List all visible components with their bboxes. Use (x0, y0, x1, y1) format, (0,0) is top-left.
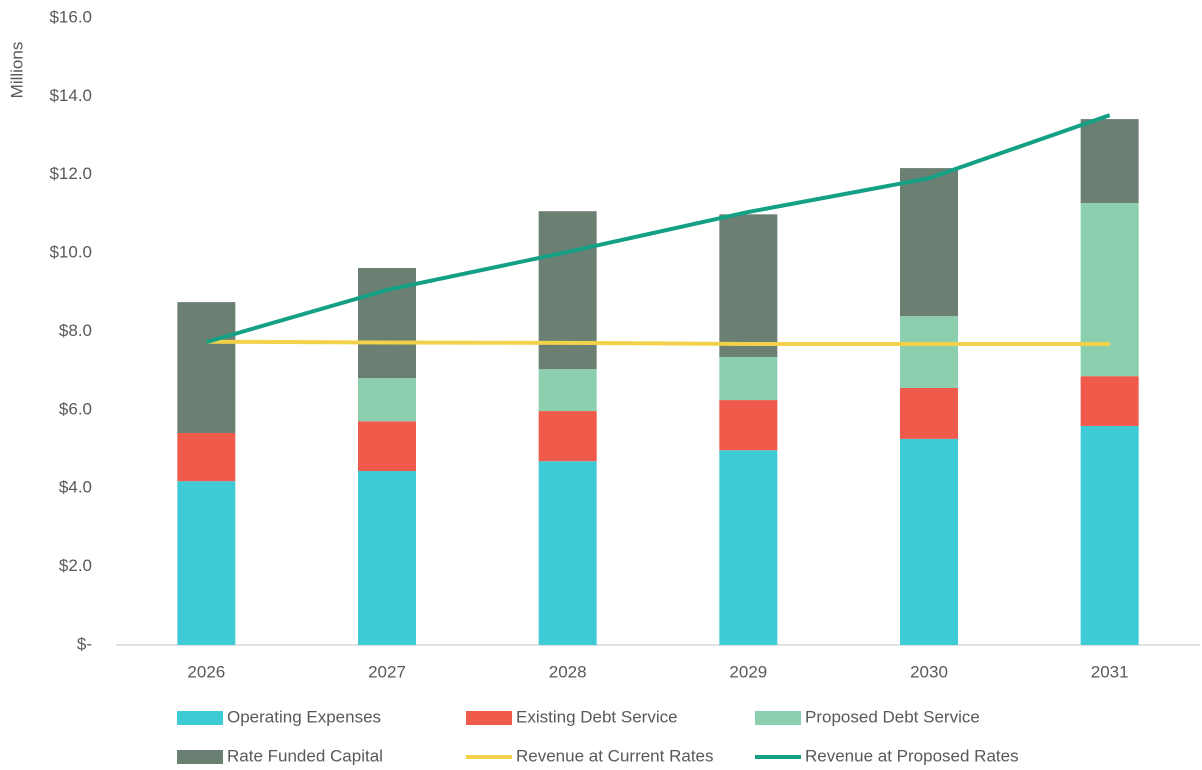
legend-label: Revenue at Current Rates (516, 746, 714, 765)
legend-label: Operating Expenses (227, 707, 381, 726)
bar-segment (358, 378, 416, 422)
legend-swatch (177, 711, 223, 725)
bar-segment (900, 438, 958, 645)
bar-segment (538, 211, 597, 370)
bar-segment (719, 400, 778, 451)
y-tick-label: $4.0 (59, 478, 92, 497)
bar-segment (900, 168, 958, 317)
x-tick-label: 2031 (1091, 662, 1129, 681)
y-axis-label: Millions (7, 42, 26, 99)
x-tick-label: 2026 (187, 662, 225, 681)
bar-segment (1080, 376, 1139, 426)
line-series (206, 339, 1110, 347)
bar-segment (358, 471, 416, 645)
legend-swatch (466, 711, 512, 725)
y-tick-label: $- (77, 634, 92, 653)
bar-segment (719, 214, 778, 357)
bar-segment (900, 387, 958, 439)
y-tick-label: $12.0 (49, 164, 92, 183)
y-tick-label: $6.0 (59, 399, 92, 418)
y-tick-label: $14.0 (49, 86, 92, 105)
x-tick-label: 2030 (910, 662, 948, 681)
legend-swatch (177, 750, 223, 764)
line-series (205, 113, 1111, 345)
bar-segment (719, 356, 778, 401)
bar-segment (538, 411, 597, 462)
y-tick-label: $2.0 (59, 556, 92, 575)
bar-segment (1080, 425, 1139, 645)
bar-segment (177, 432, 236, 482)
bar-segment (719, 450, 778, 645)
legend-label: Proposed Debt Service (805, 707, 980, 726)
bar-segment (900, 316, 958, 388)
bar-segment (358, 421, 416, 472)
y-tick-label: $10.0 (49, 243, 92, 262)
legend-label: Existing Debt Service (516, 707, 678, 726)
bar-segment (538, 369, 597, 412)
x-tick-label: 2027 (368, 662, 406, 681)
x-tick-label: 2028 (549, 662, 587, 681)
bar-segment (538, 461, 597, 645)
bar-segment (177, 302, 236, 433)
y-tick-label: $16.0 (49, 7, 92, 26)
bar-segment (177, 481, 236, 645)
legend-swatch (755, 711, 801, 725)
x-tick-label: 2029 (729, 662, 767, 681)
y-tick-label: $8.0 (59, 321, 92, 340)
bar-segment (1080, 202, 1139, 377)
legend-label: Rate Funded Capital (227, 746, 383, 765)
legend-label: Revenue at Proposed Rates (805, 746, 1019, 765)
bar-segment (1080, 119, 1139, 203)
